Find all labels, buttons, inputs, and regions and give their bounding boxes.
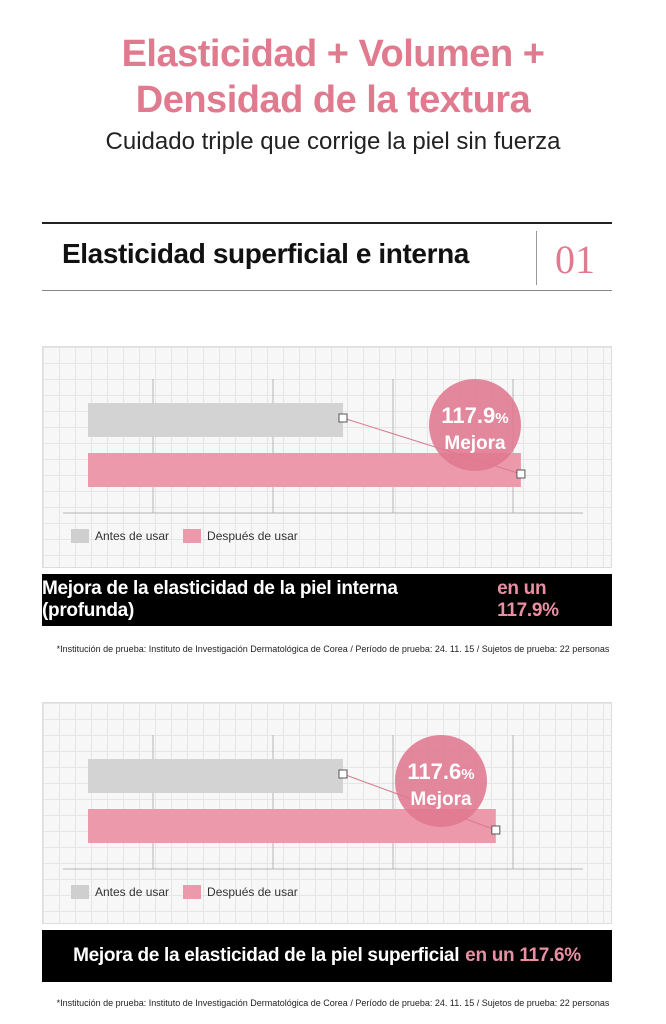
bubble-number: 117.9: [441, 403, 495, 428]
footnote-1: *Institución de prueba: Instituto de Inv…: [56, 644, 610, 654]
banner-main-1: Mejora de la elasticidad de la piel inte…: [42, 578, 398, 621]
legend-1: Antes de usar Después de usar: [71, 529, 298, 543]
legend-swatch-after: [183, 885, 202, 899]
section-bottom-rule: [42, 290, 612, 291]
section-divider: [536, 231, 537, 285]
legend-label-after: Después de usar: [207, 529, 298, 543]
legend-label-before: Antes de usar: [95, 885, 170, 899]
banner-highlight-1: en un 117.9%: [497, 578, 559, 621]
banner-main-2: Mejora de la elasticidad de la piel supe…: [73, 945, 460, 966]
bubble-value-2: 117.6%: [407, 759, 474, 784]
section-top-rule: [42, 222, 612, 224]
bubble-label-1: Mejora: [444, 433, 506, 454]
chart-1-plot: 117.9% Mejora: [63, 379, 583, 514]
bubble-number: 117.6: [407, 759, 461, 784]
subtitle: Cuidado triple que corrige la piel sin f…: [105, 128, 561, 155]
marker-after-1: [516, 469, 526, 479]
bubble-label-2: Mejora: [410, 789, 472, 810]
bar-before-1: [88, 403, 343, 437]
banner-highlight-2: en un 117.6%: [465, 945, 581, 966]
legend-2: Antes de usar Después de usar: [71, 885, 298, 899]
title-line-1: Elasticidad + Volumen +: [121, 33, 545, 75]
title-line-2: Densidad de la textura: [135, 79, 531, 121]
legend-swatch-after: [183, 529, 202, 543]
improvement-bubble-2: [395, 735, 487, 827]
marker-after-2: [491, 825, 501, 835]
legend-swatch-before: [71, 885, 89, 899]
bubble-unit: %: [495, 410, 508, 427]
chart-2-plot: 117.6% Mejora: [63, 735, 583, 870]
marker-before-1: [338, 413, 348, 423]
legend-label-after: Después de usar: [207, 885, 298, 899]
section-number: 01: [555, 237, 595, 282]
bubble-unit: %: [461, 766, 474, 783]
bar-before-2: [88, 759, 343, 793]
chart-2: 117.6% Mejora Antes de usar Después de u…: [42, 702, 612, 924]
legend-label-before: Antes de usar: [95, 529, 170, 543]
chart-1: 117.9% Mejora Antes de usar Después de u…: [42, 346, 612, 568]
marker-before-2: [338, 769, 348, 779]
bubble-value-1: 117.9%: [441, 403, 508, 428]
legend-swatch-before: [71, 529, 89, 543]
result-banner-2: Mejora de la elasticidad de la piel supe…: [42, 930, 612, 982]
section-title: Elasticidad superficial e interna: [62, 238, 469, 269]
footnote-2: *Institución de prueba: Instituto de Inv…: [56, 998, 610, 1008]
improvement-bubble-1: [429, 379, 521, 471]
result-banner-1: Mejora de la elasticidad de la piel inte…: [42, 574, 612, 626]
